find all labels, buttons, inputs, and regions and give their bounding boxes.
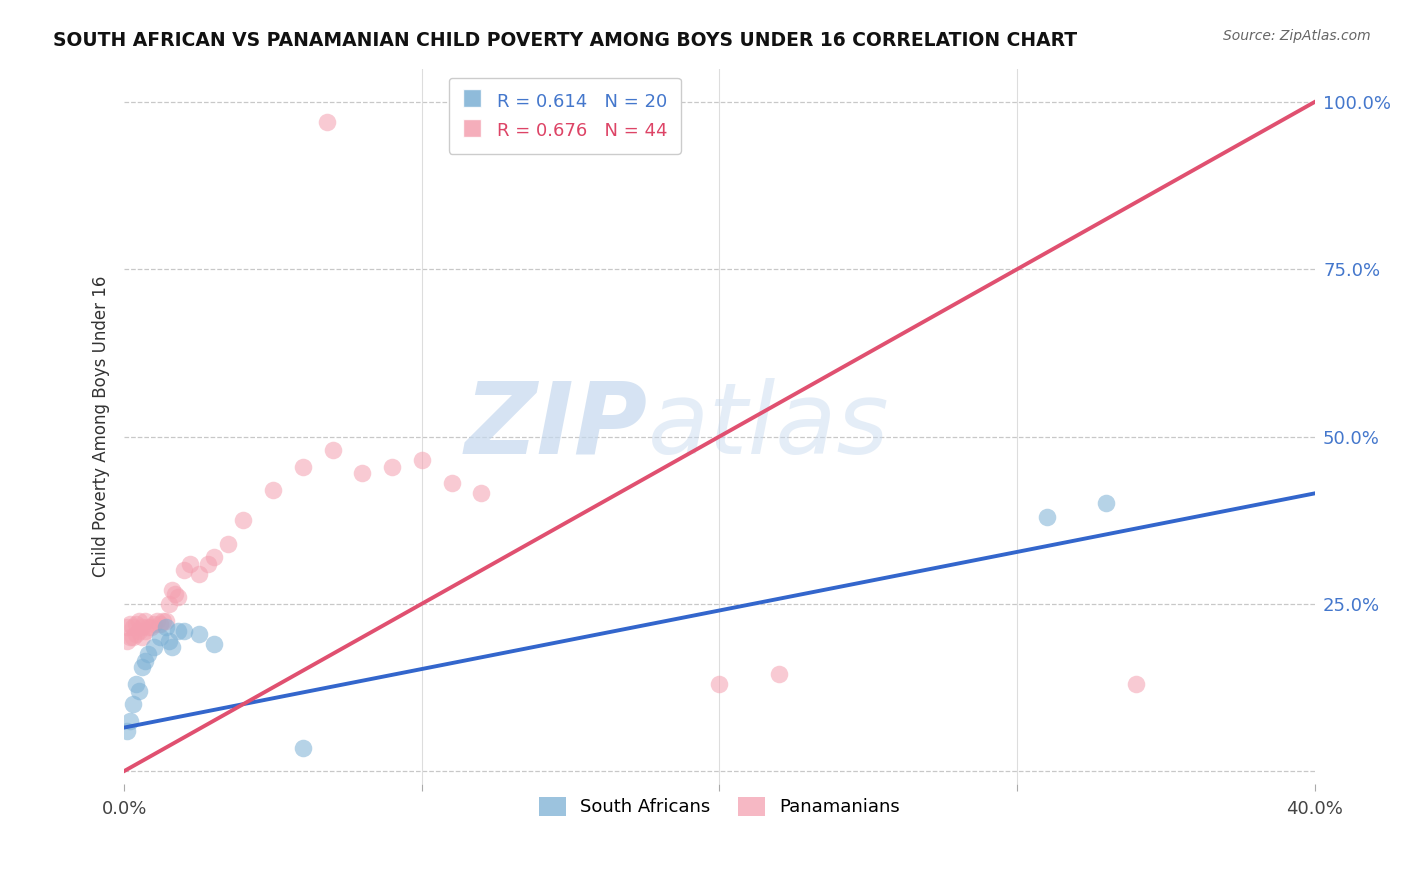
Point bbox=[125, 677, 148, 691]
Point bbox=[115, 633, 138, 648]
Point bbox=[768, 667, 790, 681]
Text: atlas: atlas bbox=[648, 378, 890, 475]
Point bbox=[131, 620, 153, 634]
Point bbox=[1095, 496, 1118, 510]
Point bbox=[217, 536, 239, 550]
Point bbox=[131, 660, 153, 674]
Point bbox=[166, 590, 188, 604]
Point bbox=[173, 624, 195, 638]
Point bbox=[262, 483, 284, 497]
Point bbox=[155, 614, 177, 628]
Point bbox=[157, 597, 180, 611]
Text: ZIP: ZIP bbox=[465, 378, 648, 475]
Point bbox=[160, 640, 183, 655]
Point bbox=[134, 654, 156, 668]
Point bbox=[122, 697, 145, 711]
Point bbox=[202, 637, 225, 651]
Text: SOUTH AFRICAN VS PANAMANIAN CHILD POVERTY AMONG BOYS UNDER 16 CORRELATION CHART: SOUTH AFRICAN VS PANAMANIAN CHILD POVERT… bbox=[53, 31, 1077, 50]
Point bbox=[128, 624, 150, 638]
Point bbox=[157, 633, 180, 648]
Point bbox=[709, 677, 731, 691]
Point bbox=[197, 557, 219, 571]
Point bbox=[155, 620, 177, 634]
Point bbox=[131, 630, 153, 644]
Point bbox=[134, 624, 156, 638]
Point bbox=[149, 616, 172, 631]
Point bbox=[149, 630, 172, 644]
Point bbox=[440, 476, 463, 491]
Point bbox=[146, 614, 169, 628]
Point bbox=[120, 714, 142, 728]
Text: Source: ZipAtlas.com: Source: ZipAtlas.com bbox=[1223, 29, 1371, 43]
Point bbox=[291, 459, 314, 474]
Point bbox=[232, 513, 254, 527]
Point bbox=[163, 587, 186, 601]
Point bbox=[115, 723, 138, 738]
Point bbox=[1125, 677, 1147, 691]
Point bbox=[120, 616, 142, 631]
Point bbox=[143, 616, 166, 631]
Point bbox=[122, 620, 145, 634]
Point bbox=[120, 630, 142, 644]
Point bbox=[291, 740, 314, 755]
Point bbox=[411, 453, 433, 467]
Point bbox=[136, 620, 159, 634]
Point bbox=[315, 115, 337, 129]
Point bbox=[179, 557, 201, 571]
Point bbox=[134, 614, 156, 628]
Point bbox=[125, 616, 148, 631]
Point bbox=[187, 627, 209, 641]
Y-axis label: Child Poverty Among Boys Under 16: Child Poverty Among Boys Under 16 bbox=[93, 276, 110, 577]
Point bbox=[152, 614, 174, 628]
Point bbox=[115, 620, 138, 634]
Point bbox=[143, 640, 166, 655]
Point bbox=[160, 583, 183, 598]
Point bbox=[128, 614, 150, 628]
Point bbox=[381, 459, 404, 474]
Point bbox=[470, 486, 492, 500]
Point bbox=[139, 620, 162, 634]
Point bbox=[202, 549, 225, 564]
Point bbox=[173, 563, 195, 577]
Point bbox=[136, 647, 159, 661]
Point bbox=[187, 566, 209, 581]
Legend: South Africans, Panamanians: South Africans, Panamanians bbox=[530, 789, 910, 825]
Point bbox=[128, 683, 150, 698]
Point bbox=[122, 630, 145, 644]
Point bbox=[322, 442, 344, 457]
Point bbox=[125, 627, 148, 641]
Point bbox=[166, 624, 188, 638]
Point bbox=[1036, 509, 1059, 524]
Point bbox=[352, 467, 374, 481]
